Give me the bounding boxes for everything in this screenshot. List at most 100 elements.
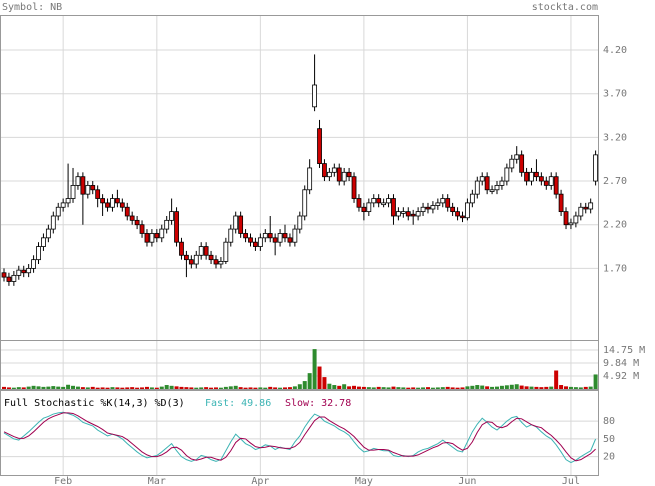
stochastic-title: Full Stochastic %K(14,3) %D(3) [4,398,185,409]
candle-body [124,206,130,217]
volume-bar [455,387,460,389]
candle-body [257,237,263,247]
candle-body [45,228,51,239]
candle-body [184,254,189,261]
volume-bar [361,386,366,389]
candle-body [420,206,426,213]
volume-bar [568,386,573,389]
candle-body [272,237,278,243]
candle-body [267,233,273,239]
candle-body [223,241,229,262]
candle-body [317,128,322,164]
volume-bar [243,387,248,389]
volume-bar [228,386,233,389]
candle-body [356,198,362,208]
legend-fast: Fast: 49.86 [205,398,271,409]
volume-bar [56,386,61,389]
candle-body [445,198,451,208]
volume-bar [238,387,243,389]
y-tick-label: 9.84 M [603,358,639,369]
candle-body [1,272,7,278]
x-tick-label: Feb [54,476,72,486]
candle-body [80,176,86,195]
volume-bar [352,385,357,389]
candle-body [346,171,352,178]
volume-bar [253,387,258,389]
volume-bar [218,387,223,389]
volume-bar [356,386,361,389]
volume-bar [583,386,588,389]
volume-bar [26,386,31,389]
candle-body [573,215,579,224]
candle-body [410,213,416,217]
candle-body [322,163,327,178]
y-tick-label: 2.20 [603,220,627,231]
candle-body [386,198,391,204]
volume-bar [539,387,544,389]
y-tick-label: 80 [603,416,615,427]
candle-body [529,171,534,182]
candle-body [203,246,209,256]
volume-bar [337,385,342,389]
candle-body [479,176,485,182]
volume-bar [223,386,228,389]
candle-body [534,171,539,178]
volume-bar [75,386,80,389]
volume-bar [2,386,6,389]
volume-bar [80,387,85,389]
volume-bar [307,373,312,389]
candle-body [499,180,505,186]
candle-body [548,176,554,186]
volume-bar [258,387,263,389]
candle-body [169,211,175,221]
y-tick-label: 3.70 [603,89,627,100]
candle-body [164,219,170,230]
volume-bar [470,385,475,389]
volume-bar [445,386,450,389]
volume-bar [425,387,430,389]
volume-bar [485,386,490,389]
volume-bar [11,387,16,389]
candle-body [277,233,283,243]
grid-layer [0,16,598,475]
candle-body [105,202,110,208]
candle-body [154,233,160,239]
volume-bar [490,386,495,389]
volume-bar [549,386,554,389]
candle-body [60,202,66,208]
candle-body [524,171,529,182]
candle-body [208,254,214,261]
volume-bar [544,386,549,389]
volume-bar [371,387,376,389]
candle-body [31,259,36,269]
candle-body [460,215,465,219]
volume-bar [179,386,184,389]
candle-body [110,198,115,208]
candle-body [144,233,150,243]
volume-bar [593,374,598,389]
volume-bar [110,387,115,389]
volume-bar [524,386,529,389]
candle-body [100,198,105,204]
candle-body [159,228,165,239]
candle-body [11,274,17,282]
candle-body [238,215,244,234]
volume-bar [381,387,386,389]
candle-body [149,233,155,243]
candle-body [361,206,367,213]
volume-bar [401,387,406,389]
candle-body [430,205,436,210]
candle-body [292,228,298,243]
candle-body [21,269,27,274]
volume-bar [164,385,169,389]
volume-bar [31,385,36,389]
volume-bar [46,386,51,389]
candle-body [36,246,41,261]
candle-body [391,198,396,217]
volume-bar [509,384,514,389]
candle-body [425,206,431,210]
candle-body [509,158,515,169]
candle-body [336,167,342,182]
candle-body [188,259,194,265]
